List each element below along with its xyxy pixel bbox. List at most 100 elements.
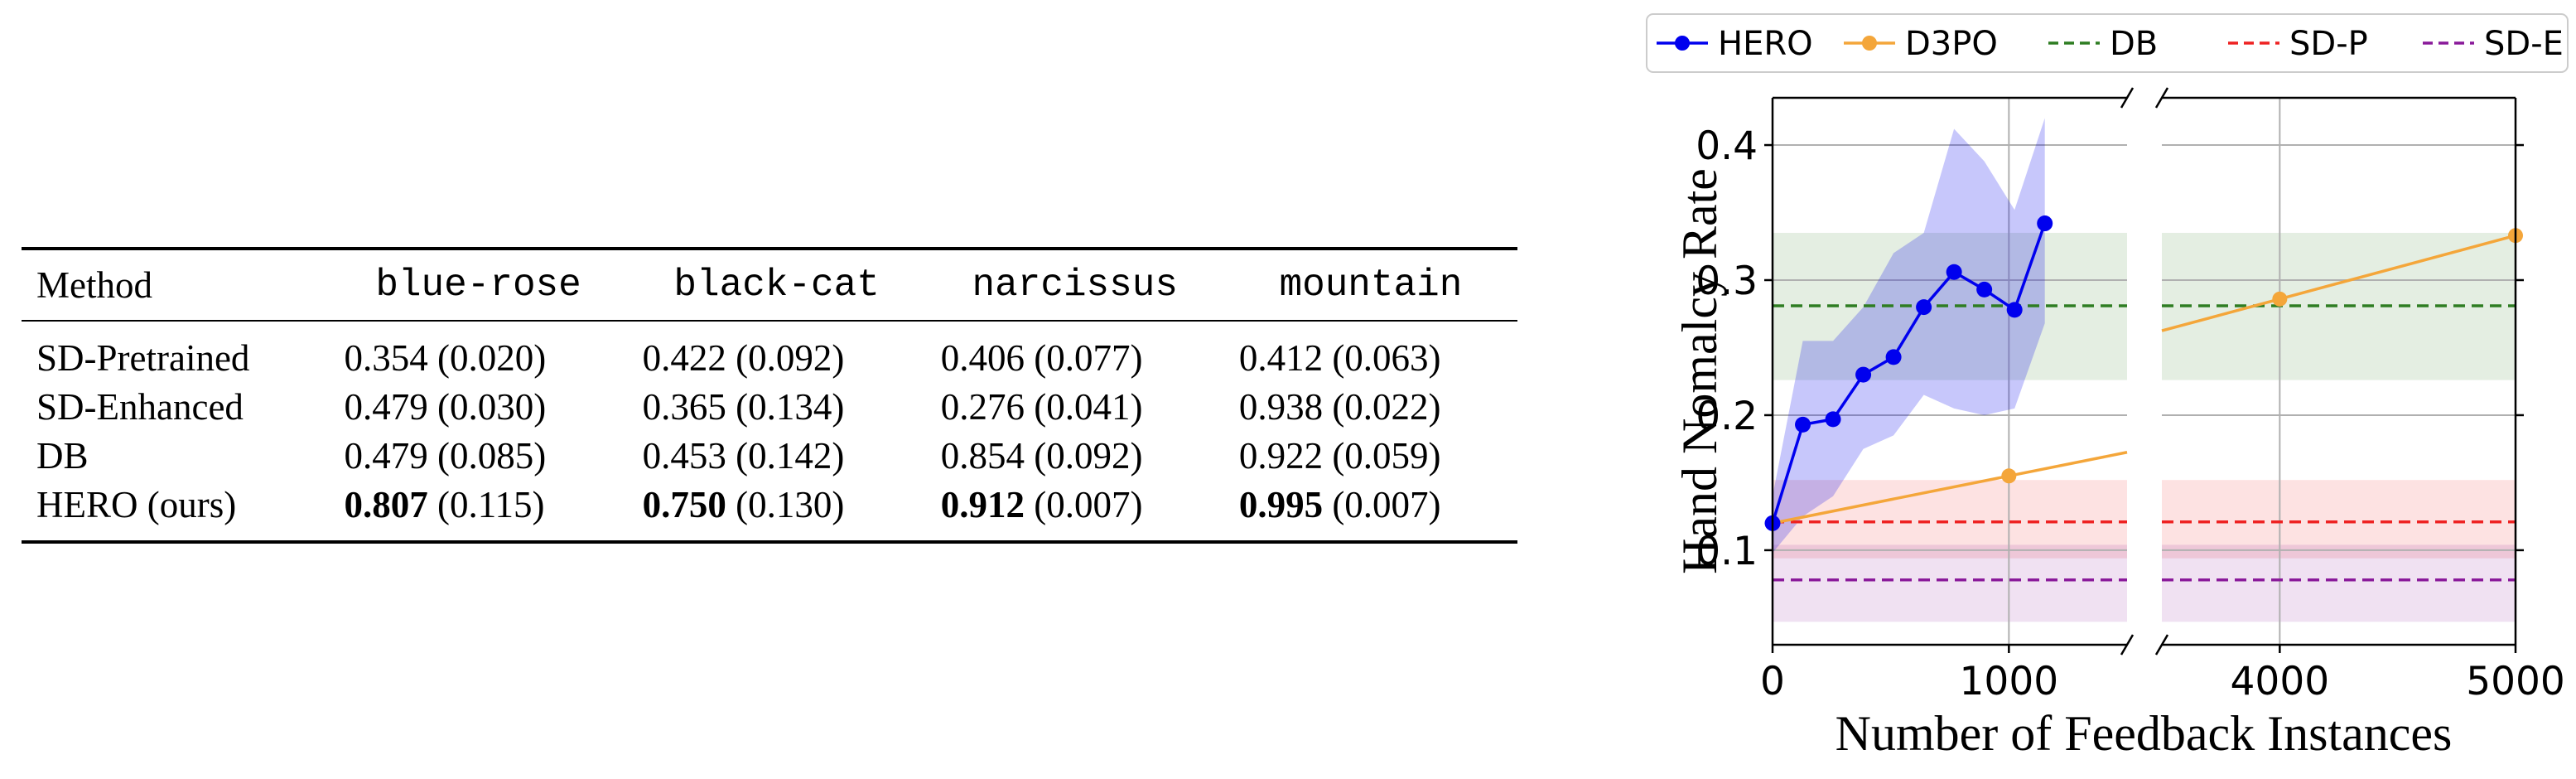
data-point-hero [1946, 264, 1962, 280]
table-row: HERO (ours) 0.807 (0.115) 0.750 (0.130) 0.9… [22, 480, 1517, 542]
method-cell: SD-Pretrained [36, 336, 250, 379]
method-cell: DB [36, 434, 89, 477]
data-point-hero [1825, 411, 1841, 428]
series-line-hero [1771, 222, 2047, 524]
score-std: (0.007) [1034, 483, 1143, 525]
score-mean: 0.422 [642, 336, 726, 379]
chart-panel: 0.1 0.2 0.3 0.4 0 1000 4000 5000 Number of Feedb… [1574, 0, 2576, 779]
score-std: (0.007) [1332, 483, 1441, 525]
legend-label-d3po: D3PO [1905, 25, 1998, 63]
axis-break-mark [2154, 87, 2169, 109]
score-cell: 0.422 (0.092) [628, 321, 926, 382]
data-point-hero [2006, 302, 2023, 318]
score-cell: 0.922 (0.059) [1224, 431, 1517, 480]
column-header-blue-rose: blue-rose [375, 264, 581, 307]
score-cell: 0.354 (0.020) [329, 321, 627, 382]
score-std: (0.092) [736, 336, 845, 379]
score-mean: 0.406 [940, 336, 1025, 379]
table-row: SD-Enhanced 0.479 (0.030) 0.365 (0.134) 0.2… [22, 382, 1517, 431]
score-cell: 0.854 (0.092) [926, 431, 1224, 480]
score-mean: 0.854 [940, 434, 1025, 477]
data-point-hero [1916, 299, 1932, 316]
method-cell: SD-Enhanced [36, 385, 244, 428]
score-mean: 0.276 [940, 385, 1025, 428]
band-sd-p [2162, 480, 2516, 559]
column-header-method: Method [36, 264, 152, 306]
score-std: (0.030) [437, 385, 547, 428]
score-mean: 0.354 [344, 336, 428, 379]
y-tick-label: 0.3 [1696, 259, 1758, 304]
method-cell: HERO (ours) [36, 483, 237, 525]
score-mean: 0.479 [344, 385, 428, 428]
table-row: SD-Pretrained 0.354 (0.020) 0.422 (0.092) 0… [22, 321, 1517, 382]
score-mean: 0.995 [1238, 483, 1324, 525]
score-cell: 0.406 (0.077) [926, 321, 1224, 382]
y-tick-label: 0.2 [1696, 394, 1758, 439]
table-row: DB 0.479 (0.085) 0.453 (0.142) 0.854 (0.092… [22, 431, 1517, 480]
score-cell: 0.912 (0.007) [926, 480, 1224, 542]
axis-break-mark [2120, 87, 2135, 109]
legend-marker-d3po [1862, 36, 1877, 51]
data-point-hero [1976, 281, 1993, 298]
column-header-mountain: mountain [1279, 264, 1463, 307]
x-axis-label: Number of Feedback Instances [1836, 706, 2453, 761]
data-point-hero [1795, 416, 1811, 433]
band-sd-e [2162, 544, 2516, 622]
y-tick-label: 0.4 [1696, 123, 1758, 169]
x-tick-label: 5000 [2466, 659, 2565, 704]
legend-marker-hero [1675, 36, 1690, 51]
column-header-black-cat: black-cat [673, 264, 880, 307]
score-mean: 0.750 [642, 483, 726, 525]
legend-label-sd-e: SD-E [2484, 25, 2564, 63]
score-std: (0.142) [736, 434, 845, 477]
score-cell: 0.995 (0.007) [1224, 480, 1517, 542]
score-std: (0.115) [437, 483, 545, 525]
data-point-hero [1855, 366, 1872, 383]
y-axis-label: Hand Nomalcy Rate [1672, 168, 1727, 574]
data-point-d3po [2272, 291, 2288, 307]
score-cell: 0.412 (0.063) [1224, 321, 1517, 382]
score-cell: 0.750 (0.130) [628, 480, 926, 542]
score-std: (0.092) [1034, 434, 1143, 477]
score-mean: 0.365 [642, 385, 726, 428]
results-table: Method blue-rose black-cat narcissus mou… [22, 247, 1517, 544]
score-mean: 0.807 [344, 483, 428, 525]
score-std: (0.130) [736, 483, 845, 525]
score-std: (0.041) [1034, 385, 1143, 428]
x-tick-label: 1000 [1960, 659, 2059, 704]
legend-box [1646, 13, 2569, 73]
score-mean: 0.938 [1238, 385, 1324, 428]
axis-break-mark [2154, 634, 2169, 656]
score-cell: 0.479 (0.030) [329, 382, 627, 431]
y-tick-label: 0.1 [1696, 529, 1758, 574]
axis-break-mark [2120, 634, 2135, 656]
x-tick-label: 0 [1760, 659, 1785, 704]
score-std: (0.020) [437, 336, 547, 379]
score-cell: 0.938 (0.022) [1224, 382, 1517, 431]
score-cell: 0.453 (0.142) [628, 431, 926, 480]
legend-label-db: DB [2110, 25, 2158, 63]
column-header-narcissus: narcissus [972, 264, 1178, 307]
score-cell: 0.276 (0.041) [926, 382, 1224, 431]
data-point-hero [2037, 215, 2053, 232]
x-tick-label: 4000 [2231, 659, 2330, 704]
band-sd-p [1773, 480, 2127, 559]
table-header-row: Method blue-rose black-cat narcissus mou… [22, 249, 1517, 321]
legend-label-sd-p: SD-P [2289, 25, 2368, 63]
score-mean: 0.912 [940, 483, 1025, 525]
results-table-panel: Method blue-rose black-cat narcissus mou… [22, 247, 1517, 544]
score-std: (0.063) [1332, 336, 1441, 379]
data-point-d3po [2001, 468, 2017, 484]
table-body: SD-Pretrained 0.354 (0.020) 0.422 (0.092) 0… [22, 321, 1517, 542]
score-cell: 0.807 (0.115) [329, 480, 627, 542]
score-std: (0.077) [1034, 336, 1143, 379]
legend-label-hero: HERO [1718, 25, 1813, 63]
score-cell: 0.479 (0.085) [329, 431, 627, 480]
score-mean: 0.922 [1238, 434, 1324, 477]
band-sd-e [1773, 544, 2127, 622]
band-hero [1773, 118, 2045, 554]
score-cell: 0.365 (0.134) [628, 382, 926, 431]
score-std: (0.022) [1332, 385, 1441, 428]
score-std: (0.059) [1332, 434, 1441, 477]
line-chart: 0.1 0.2 0.3 0.4 0 1000 4000 5000 Number of Feedb… [1646, 13, 2569, 761]
